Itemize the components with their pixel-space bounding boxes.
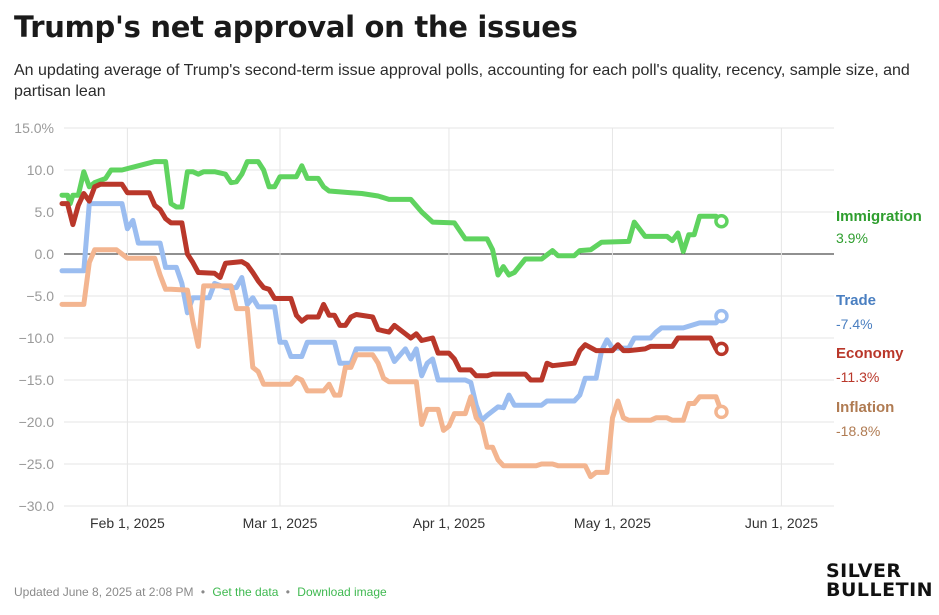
x-tick-label: Mar 1, 2025 (243, 515, 318, 531)
footer-separator: • (285, 585, 290, 599)
y-tick-label: −30.0 (19, 498, 55, 514)
y-tick-label: −15.0 (19, 372, 55, 388)
y-tick-label: −5.0 (26, 288, 54, 304)
x-axis-ticks: Feb 1, 2025 Mar 1, 2025 Apr 1, 2025 May 1, … (90, 515, 818, 531)
inflation-series-line (59, 247, 724, 480)
x-tick-label: Jun 1, 2025 (745, 515, 818, 531)
economy-value-label: -11.3% (836, 369, 879, 385)
footer: Updated June 8, 2025 at 2:08 PM • Get th… (14, 585, 387, 599)
y-axis-ticks: 15.0% 10.0 5.0 0.0 −5.0 −10.0 −15.0 −20.0 −25.0 −… (14, 120, 54, 514)
y-tick-label: −10.0 (19, 330, 55, 346)
series-lines (59, 159, 724, 480)
x-tick-label: Apr 1, 2025 (413, 515, 486, 531)
immigration-series-line (59, 159, 724, 278)
immigration-legend-label: Immigration (836, 208, 922, 225)
brand-line-2: BULLETIN (826, 579, 934, 601)
inflation-endpoint (714, 404, 729, 420)
trade-endpoint (714, 308, 729, 324)
immigration-value-label: 3.9% (836, 230, 868, 246)
series-endpoints (714, 213, 729, 420)
inflation-legend-label: Inflation (836, 399, 894, 416)
updated-timestamp: Updated June 8, 2025 at 2:08 PM (14, 585, 194, 599)
y-tick-label: −25.0 (19, 456, 55, 472)
chart-subtitle: An updating average of Trump's second-te… (14, 62, 910, 100)
trade-series-line (59, 201, 724, 423)
y-tick-label: 10.0 (27, 162, 54, 178)
economy-legend-label: Economy (836, 345, 904, 362)
download-image-link[interactable]: Download image (297, 585, 387, 599)
brand-line-1: SILVER (826, 560, 902, 582)
series-labels: Immigration 3.9% Trade -7.4% Economy -11.3% In… (836, 208, 922, 439)
y-tick-label: 5.0 (35, 204, 55, 220)
get-data-link[interactable]: Get the data (212, 585, 279, 599)
footer-separator: • (200, 585, 206, 599)
inflation-value-label: -18.8% (836, 423, 880, 439)
x-tick-label: May 1, 2025 (574, 515, 651, 531)
immigration-endpoint (714, 213, 729, 229)
trade-value-label: -7.4% (836, 316, 873, 332)
trade-legend-label: Trade (836, 292, 876, 309)
y-tick-label: −20.0 (19, 414, 55, 430)
economy-endpoint (714, 341, 729, 357)
brand-logo: SILVER BULLETIN (826, 562, 933, 600)
page-title: Trump's net approval on the issues (14, 10, 578, 44)
x-tick-label: Feb 1, 2025 (90, 515, 165, 531)
y-tick-label: 0.0 (35, 246, 55, 262)
economy-series-line (59, 181, 724, 383)
y-tick-label: 15.0% (14, 120, 54, 136)
